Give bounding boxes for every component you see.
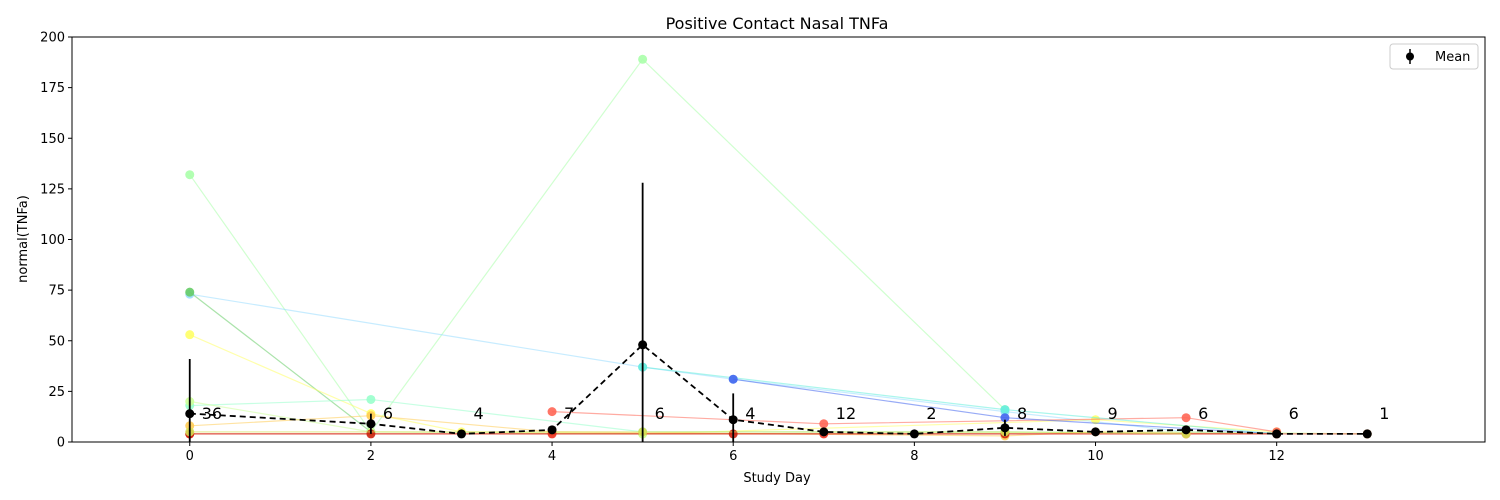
sample-count-label: 1 [1379, 404, 1389, 423]
y-tick-label: 100 [40, 233, 65, 248]
subject-point [728, 374, 738, 384]
mean-point [638, 340, 648, 350]
subject-point [185, 170, 195, 180]
sample-count-layer: 36 6 4 7 6 4 12 2 8 9 6 6 1 [202, 404, 1390, 423]
legend-box [1389, 43, 1479, 70]
mean-point [456, 429, 466, 439]
legend-mean-marker [1406, 52, 1414, 61]
subject-point [819, 419, 829, 429]
subject-line [189, 58, 1006, 433]
mean-point [1181, 425, 1191, 435]
mean-point [909, 429, 919, 439]
mean-point [185, 409, 195, 419]
x-tick-label: 8 [910, 449, 918, 464]
subject-point [185, 330, 195, 340]
mean-point [1000, 423, 1010, 433]
sample-count-label: 6 [1198, 404, 1208, 423]
subject-point [1000, 413, 1010, 423]
subject-point [185, 287, 195, 297]
mean-point [1362, 429, 1372, 439]
sample-count-label: 2 [926, 404, 936, 423]
mean-point [1272, 429, 1282, 439]
legend-mean-label: Mean [1435, 50, 1470, 65]
mean-point [547, 425, 557, 435]
x-axis-label: Study Day [743, 471, 811, 486]
x-tick-label: 6 [729, 449, 737, 464]
x-tick-label: 12 [1268, 449, 1285, 464]
legend: Mean [1389, 43, 1479, 70]
sample-count-label: 9 [1108, 404, 1118, 423]
mean-point [1091, 427, 1101, 437]
sample-count-label: 4 [745, 404, 755, 423]
subject-point [366, 394, 376, 404]
y-tick-label: 175 [40, 81, 65, 96]
chart-title: Positive Contact Nasal TNFa [666, 14, 889, 33]
sample-count-label: 4 [473, 404, 483, 423]
y-axis-ticks: 0 25 50 75 100 125 150 175 200 [40, 31, 72, 451]
mean-point [366, 419, 376, 429]
y-tick-label: 50 [48, 334, 65, 349]
x-axis-ticks: 0 2 4 6 8 10 12 [186, 442, 1285, 464]
y-tick-label: 150 [40, 132, 65, 147]
mean-series-layer [185, 182, 1372, 442]
sample-count-label: 8 [1017, 404, 1027, 423]
y-axis-label: normal(TNFa) [16, 195, 31, 283]
sample-count-label: 36 [202, 404, 222, 423]
subject-point [547, 407, 557, 417]
y-tick-label: 200 [40, 31, 65, 46]
y-tick-label: 125 [40, 182, 65, 197]
sample-count-label: 6 [1289, 404, 1299, 423]
sample-count-label: 12 [836, 404, 856, 423]
subject-point [1181, 413, 1191, 423]
x-tick-label: 2 [367, 449, 375, 464]
sample-count-label: 6 [655, 404, 665, 423]
y-tick-label: 0 [57, 436, 65, 451]
subject-line [189, 291, 372, 433]
subject-point [638, 54, 648, 64]
y-tick-label: 75 [48, 284, 65, 299]
sample-count-label: 6 [383, 404, 393, 423]
x-tick-label: 0 [186, 449, 194, 464]
x-tick-label: 4 [548, 449, 556, 464]
y-tick-label: 25 [48, 385, 65, 400]
sample-count-label: 7 [564, 404, 574, 423]
x-tick-label: 10 [1087, 449, 1104, 464]
mean-point [819, 427, 829, 437]
subject-point [1000, 405, 1010, 415]
mean-point [728, 415, 738, 425]
